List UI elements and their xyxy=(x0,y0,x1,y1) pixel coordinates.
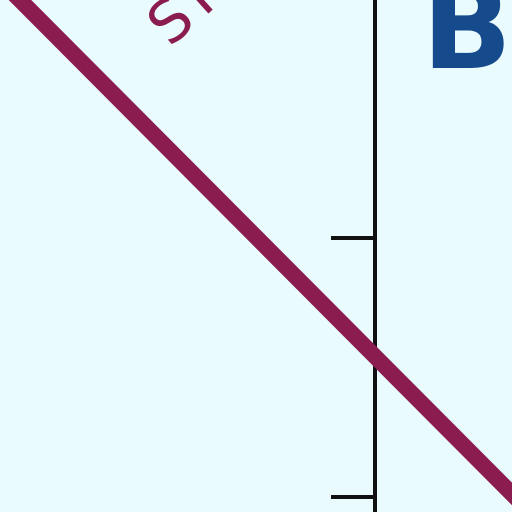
series-line-st xyxy=(8,0,512,506)
corner-label: B xyxy=(422,0,512,96)
y-axis-ticks xyxy=(331,236,375,499)
